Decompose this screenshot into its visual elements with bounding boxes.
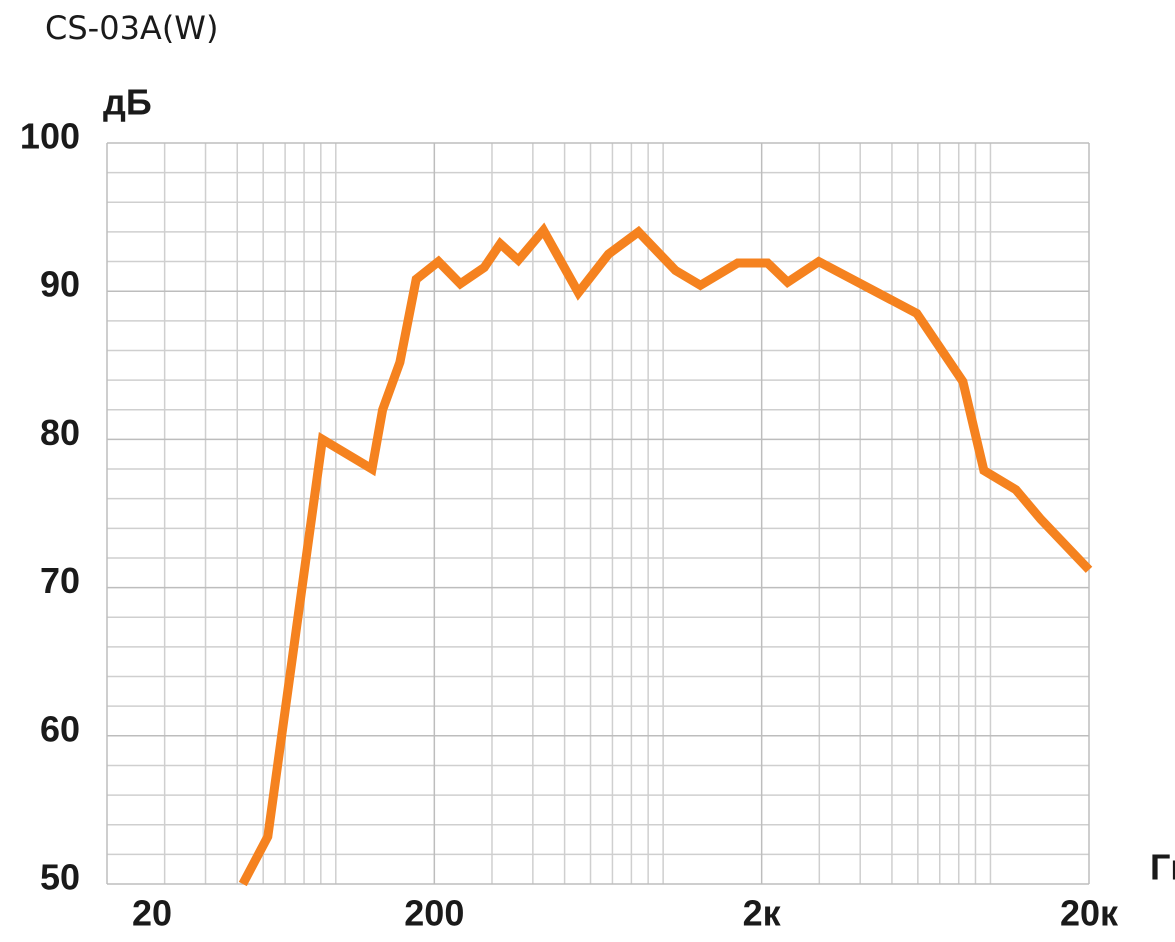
x-tick-label: 20к: [1060, 893, 1119, 934]
y-tick-label: 60: [40, 708, 80, 749]
x-axis-label: Гц: [1150, 847, 1175, 888]
x-tick-label: 200: [404, 893, 464, 934]
y-tick-label: 90: [40, 264, 80, 305]
chart-title: CS-03A(W): [45, 9, 218, 47]
y-tick-label: 70: [40, 560, 80, 601]
y-tick-label: 100: [20, 116, 80, 157]
x-tick-label: 20: [132, 893, 172, 934]
y-axis-label: дБ: [103, 82, 152, 123]
response-line: [238, 222, 1093, 887]
y-tick-label: 80: [40, 412, 80, 453]
y-tick-label: 50: [40, 857, 80, 898]
x-tick-label: 2к: [743, 893, 782, 934]
